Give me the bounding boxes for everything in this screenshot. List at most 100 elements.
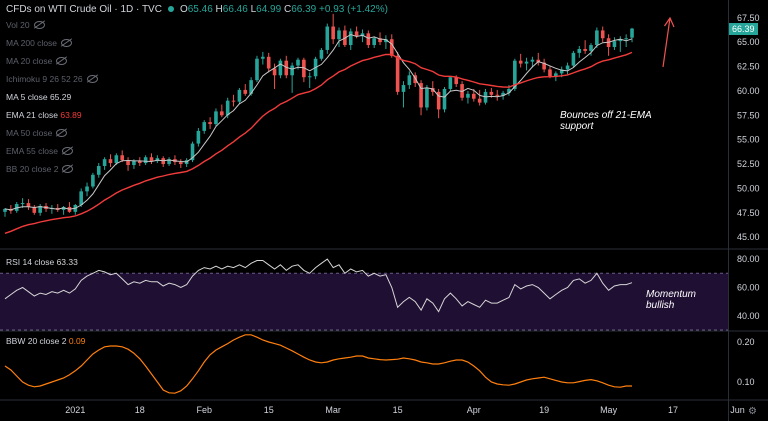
time-tick-label: 18 [135,405,145,415]
candle-body [507,88,511,93]
candle-body [214,111,218,125]
candle-body [419,83,423,108]
candle-body [354,31,359,37]
candle-body [407,75,412,86]
candle-body [395,55,400,92]
hidden-eye-icon[interactable] [33,21,45,29]
candle-body [472,93,476,99]
candle-body [559,69,564,74]
momentum-line-2: bullish [646,300,675,311]
indicator-label: BB 20 close 2 [6,164,59,174]
time-tick-label: 19 [539,405,549,415]
candle-body [179,162,183,165]
settings-gear-icon[interactable]: ⚙ [748,406,757,417]
price-tick-label: 45.00 [737,232,760,242]
indicator-row[interactable]: MA 20 close [6,56,68,66]
bounce-line-1: Bounces off 21-EMA [560,110,652,121]
high-value: 66.46 [222,4,248,15]
hidden-eye-icon[interactable] [61,39,73,47]
bbw-label[interactable]: BBW 20 close 2 [6,336,67,346]
candle-body [243,89,248,94]
indicator-value: 63.89 [57,110,82,120]
candle-body [126,160,130,166]
candle-body [460,84,464,98]
ema21-line [4,51,633,234]
bbw-value: 0.09 [68,336,86,346]
indicator-label: Ichimoku 9 26 52 26 [6,74,83,84]
bbw-tick-label: 0.10 [737,377,755,387]
candle-body [630,28,634,38]
indicator-label: Vol 20 [6,20,30,30]
candle-body [149,157,154,162]
indicator-label: MA 200 close [6,38,58,48]
time-tick-label: Mar [325,405,341,415]
indicator-row[interactable]: EMA 55 close [6,146,73,156]
symbol-title[interactable]: CFDs on WTI Crude Oil · 1D · TVC [6,4,162,15]
candle-body [120,155,124,161]
candle-body [518,60,523,64]
price-tick-label: 65.00 [737,37,760,47]
candle-body [20,203,25,205]
candle-body [348,31,353,46]
rsi-label[interactable]: RSI 14 close [6,257,55,267]
hidden-eye-icon[interactable] [56,129,68,137]
candle-body [325,26,330,50]
price-tick-label: 57.50 [737,110,760,120]
price-tick-label: 67.50 [737,13,760,23]
candle-body [401,85,406,92]
change-value: +0.93 (+1.42%) [319,4,388,15]
indicator-label: MA 50 close [6,128,53,138]
hidden-eye-icon[interactable] [61,147,73,155]
candle-body [96,166,101,175]
candle-body [32,206,37,213]
candle-body [61,206,66,210]
candle-body [202,122,207,131]
candle-body [430,87,435,92]
candle-body [225,100,230,116]
candle-body [167,159,171,165]
candle-body [548,69,552,77]
close-value: 66.39 [291,4,317,15]
candle-body [389,39,394,56]
candle-body [600,30,605,39]
candle-body [284,60,289,76]
time-tick-label: 2021 [65,405,85,415]
candle-body [618,39,623,42]
rsi-tick-label: 80.00 [737,254,760,264]
indicator-row[interactable]: BB 20 close 2 [6,164,74,174]
current-price-label: 66.39 [729,22,758,35]
momentum-line-1: Momentum [646,289,697,300]
bbw-line [4,334,632,394]
indicator-row[interactable]: MA 5 close 65.29 [6,92,71,102]
bounce-line-2: support [560,121,594,132]
candle-body [477,98,482,103]
time-tick-label: 17 [668,405,678,415]
high-label: H [215,4,223,15]
time-tick-label: Jun [730,405,745,415]
hidden-eye-icon[interactable] [56,57,68,65]
candle-body [331,26,335,40]
candle-body [143,157,148,164]
candle-body [530,59,535,62]
candle-body [255,58,259,81]
indicator-value: 65.29 [47,92,72,102]
candle-body [26,203,31,207]
time-tick-label: 15 [264,405,274,415]
candle-body [501,92,505,96]
indicator-row[interactable]: Ichimoku 9 26 52 26 [6,74,98,84]
indicator-row[interactable]: Vol 20 [6,20,45,30]
hidden-eye-icon[interactable] [62,165,74,173]
indicator-row[interactable]: MA 200 close [6,38,73,48]
candle-body [190,143,195,161]
indicator-row[interactable]: EMA 21 close 63.89 [6,110,82,120]
indicator-row[interactable]: MA 50 close [6,128,68,138]
candle-body [577,48,582,53]
price-tick-label: 52.50 [737,159,760,169]
hidden-eye-icon[interactable] [86,75,98,83]
price-tick-label: 62.50 [737,62,760,72]
candle-body [612,41,617,48]
candle-body [102,159,107,166]
close-label: C [283,4,292,15]
candle-body [384,39,388,43]
price-tick-label: 47.50 [737,208,760,218]
